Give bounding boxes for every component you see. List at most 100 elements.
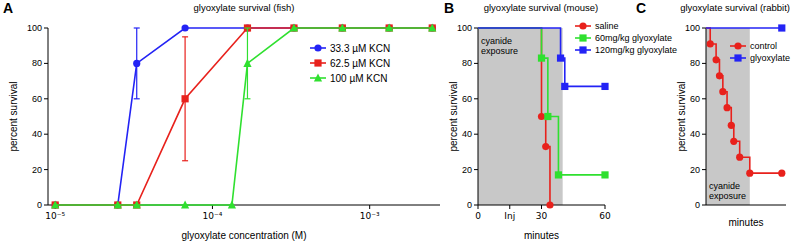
legend-marker — [314, 73, 322, 81]
legend: control glyoxylate — [730, 41, 790, 63]
data-point — [385, 23, 393, 31]
x-axis-label: glyoxylate concentration (M) — [181, 230, 306, 241]
series-line — [478, 28, 605, 175]
data-point — [51, 200, 59, 208]
y-tick-label: 60 — [462, 94, 472, 104]
data-point — [778, 24, 785, 31]
series-line — [55, 28, 432, 205]
legend-marker — [579, 34, 586, 41]
data-point — [228, 200, 236, 208]
y-tick-label: 0 — [467, 200, 472, 210]
y-axis — [706, 28, 707, 205]
data-point — [736, 154, 743, 161]
data-point — [546, 201, 553, 208]
data-point — [561, 83, 568, 90]
panel-letter: A — [3, 0, 13, 16]
data-point — [730, 138, 737, 145]
error-cap — [244, 98, 250, 99]
y-tick — [474, 63, 478, 64]
x-tick-label: 10⁻³ — [360, 211, 380, 221]
legend-label: 100 µM KCN — [330, 73, 387, 84]
data-point — [181, 24, 188, 31]
error-cap — [182, 36, 188, 37]
y-tick-label: 20 — [690, 165, 700, 175]
data-point — [723, 104, 730, 111]
data-point — [746, 170, 753, 177]
error-cap — [134, 98, 140, 99]
y-tick — [474, 28, 478, 29]
x-tick — [478, 205, 479, 209]
panel-0: Aglyoxylate survival (fish)0204060801001… — [3, 0, 440, 241]
chart-title: glyoxylate survival (rabbit) — [680, 2, 790, 13]
y-tick-label: 100 — [457, 23, 472, 33]
data-point — [707, 40, 714, 47]
legend-label: control — [750, 41, 777, 51]
y-axis-label: percent survival — [676, 81, 687, 151]
plot-area — [706, 24, 785, 176]
data-point — [133, 200, 141, 208]
y-tick — [44, 28, 48, 29]
y-tick-label: 40 — [462, 129, 472, 139]
legend-label: saline — [595, 21, 619, 31]
data-point — [601, 171, 608, 178]
legend-marker — [734, 42, 741, 49]
y-tick-label: 80 — [462, 58, 472, 68]
y-tick-label: 80 — [32, 58, 42, 68]
series-line — [55, 28, 432, 205]
series-line — [478, 28, 605, 86]
data-point — [538, 54, 545, 61]
y-tick — [702, 63, 706, 64]
shaded-region — [706, 28, 750, 205]
y-tick — [44, 169, 48, 170]
data-point — [133, 60, 140, 67]
data-point — [181, 95, 188, 102]
x-axis-label: minutes — [728, 217, 763, 228]
y-tick-label: 80 — [690, 58, 700, 68]
legend-marker — [314, 44, 321, 51]
y-tick-label: 40 — [690, 129, 700, 139]
x-axis — [706, 205, 786, 206]
data-point — [778, 170, 785, 177]
y-tick-label: 60 — [690, 94, 700, 104]
y-tick-label: 20 — [32, 165, 42, 175]
y-tick-label: 0 — [695, 200, 700, 210]
y-tick — [44, 63, 48, 64]
data-point — [716, 72, 723, 79]
x-tick — [369, 205, 370, 209]
y-tick-label: 40 — [32, 129, 42, 139]
data-point — [719, 88, 726, 95]
legend-label: 62.5 µM KCN — [330, 58, 390, 69]
error-cap — [182, 160, 188, 161]
y-tick — [702, 98, 706, 99]
y-tick — [44, 205, 48, 206]
y-tick-label: 20 — [462, 165, 472, 175]
data-point — [338, 23, 346, 31]
legend-label: glyoxylate — [750, 53, 790, 63]
shade-label: exposure — [481, 46, 518, 56]
legend: 33.3 µM KCN62.5 µM KCN100 µM KCN — [310, 43, 390, 84]
legend: saline60mg/kg glyoxylate120mg/kg glyoxyl… — [575, 21, 677, 55]
panel-1: Bglyoxylate survival (mouse)020406080100… — [444, 0, 677, 241]
panel-letter: C — [636, 0, 646, 16]
y-axis — [478, 28, 479, 205]
series-line — [55, 28, 432, 205]
series-line — [478, 28, 550, 205]
x-tick-label: 10⁻⁴ — [203, 211, 223, 221]
data-point — [428, 23, 436, 31]
data-point — [713, 56, 720, 63]
plot-area — [51, 23, 436, 208]
legend-label: 60mg/kg glyoxylate — [595, 33, 672, 43]
data-point — [544, 113, 551, 120]
shaded-region — [478, 28, 563, 205]
background — [0, 0, 794, 248]
y-tick-label: 100 — [685, 23, 700, 33]
legend-marker — [734, 54, 741, 61]
x-tick — [541, 205, 542, 209]
panel-2: Cglyoxylate survival (rabbit) 0 20 40 60 80 10… — [636, 0, 790, 228]
y-axis-label: percent survival — [448, 81, 459, 151]
y-tick — [702, 134, 706, 135]
data-point — [555, 171, 562, 178]
x-tick-label: 60 — [599, 211, 611, 221]
x-tick — [605, 205, 606, 209]
x-tick-label: 0 — [475, 211, 481, 221]
